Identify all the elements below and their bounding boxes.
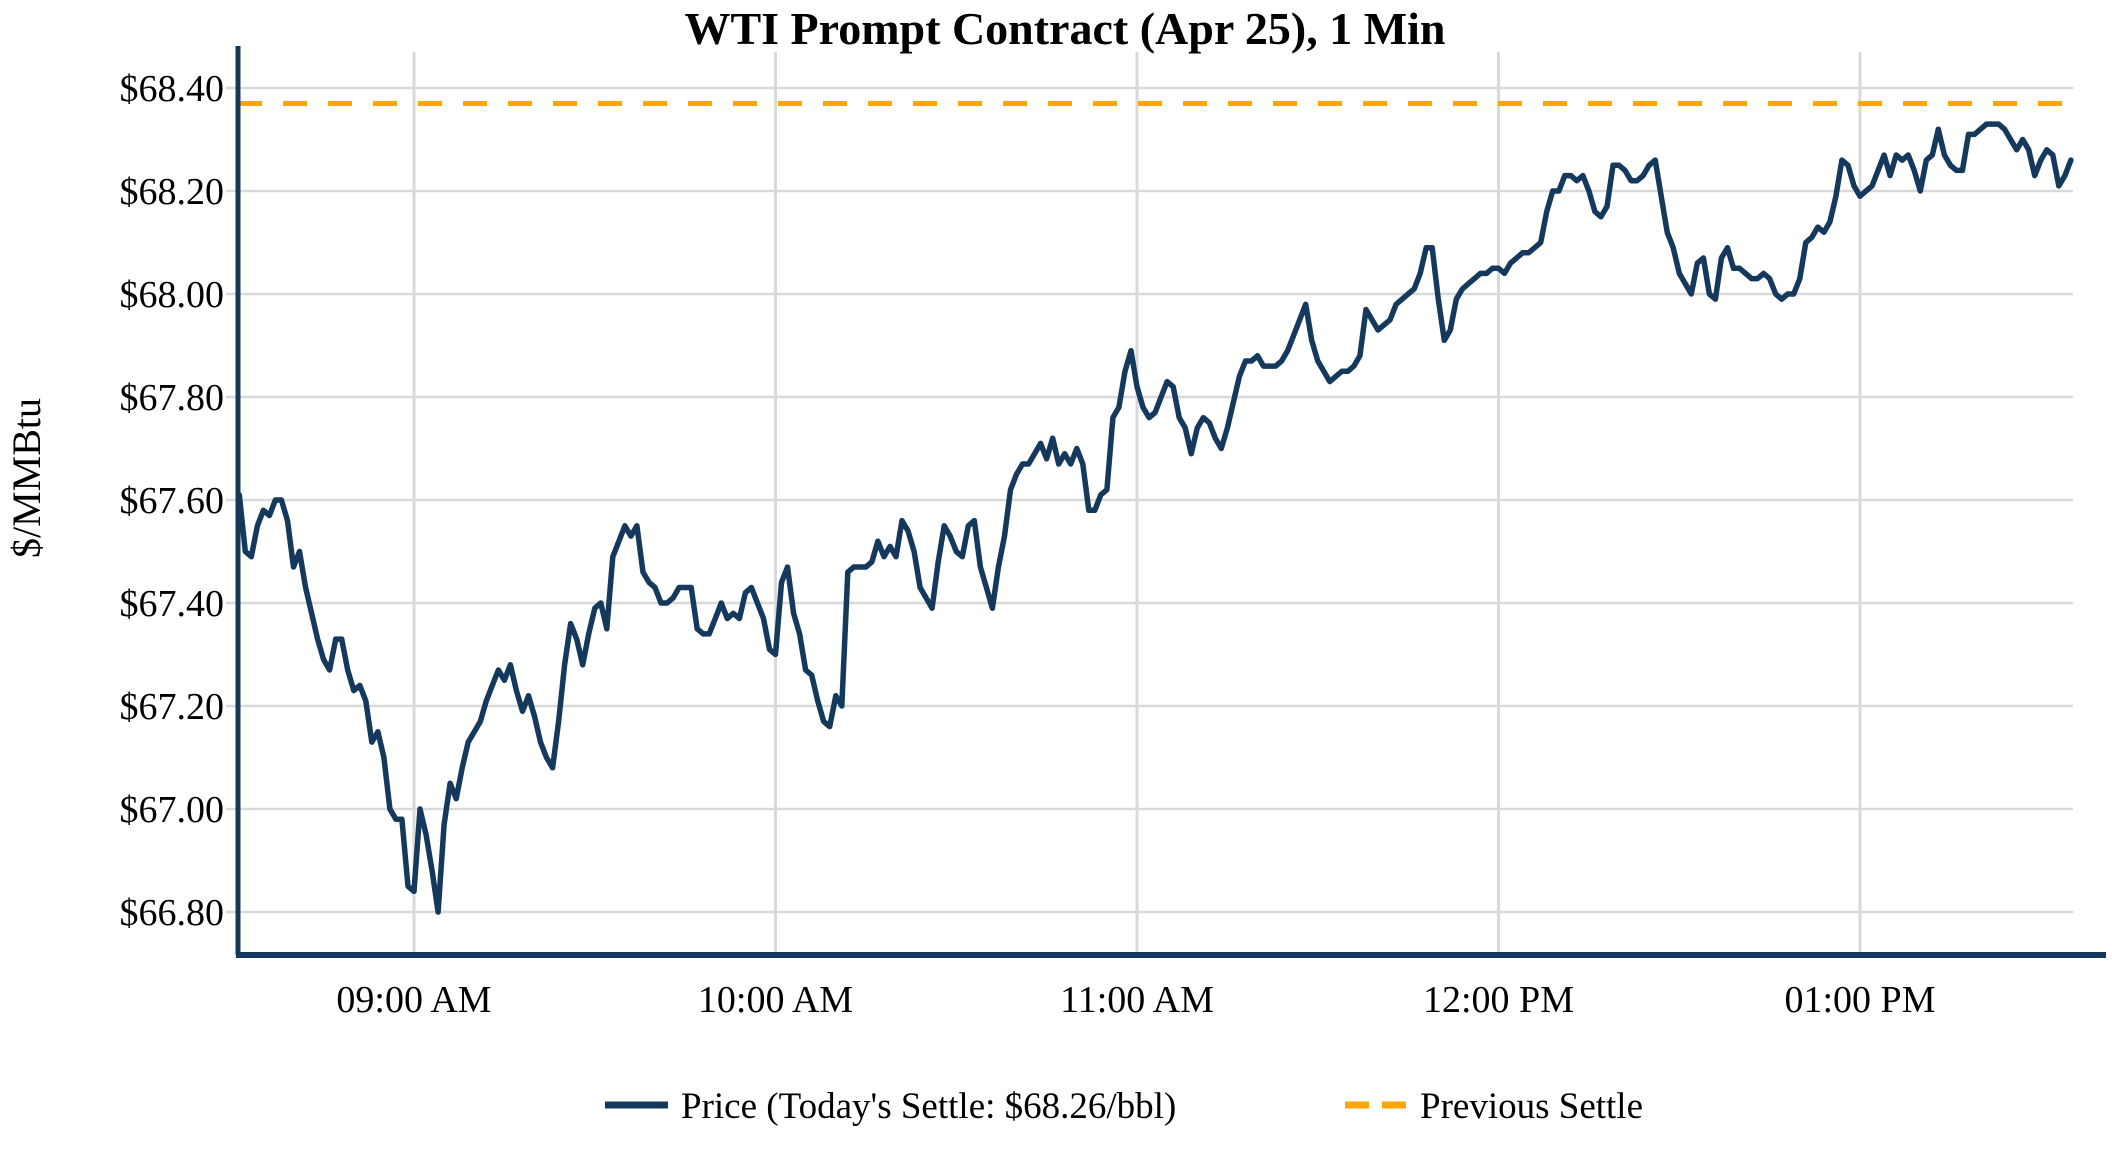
chart-title: WTI Prompt Contract (Apr 25), 1 Min bbox=[684, 3, 1445, 54]
y-tick-label: $68.40 bbox=[120, 68, 225, 110]
legend-previous-settle-label: Previous Settle bbox=[1420, 1086, 1643, 1127]
y-tick-label: $66.80 bbox=[120, 892, 225, 934]
y-tick-label: $67.20 bbox=[120, 686, 225, 728]
x-tick-label: 01:00 PM bbox=[1785, 979, 1936, 1021]
legend-price-label: Price (Today's Settle: $68.26/bbl) bbox=[681, 1086, 1176, 1127]
x-tick-label: 11:00 AM bbox=[1060, 979, 1214, 1021]
legend: Price (Today's Settle: $68.26/bbl) Previ… bbox=[605, 1086, 1643, 1127]
tick-label-layer: $66.80 $67.00 $67.20 $67.40 $67.60 $67.80 $68.… bbox=[120, 68, 1936, 1021]
y-tick-label: $67.60 bbox=[120, 480, 225, 522]
y-tick-label: $67.00 bbox=[120, 789, 225, 831]
x-tick-label: 12:00 PM bbox=[1423, 979, 1574, 1021]
y-tick-label: $68.20 bbox=[120, 171, 225, 213]
price-line bbox=[236, 121, 2074, 915]
axis-layer bbox=[235, 46, 2106, 958]
y-tick-label: $68.00 bbox=[120, 274, 225, 316]
y-tick-label: $67.80 bbox=[120, 377, 225, 419]
x-tick-label: 10:00 AM bbox=[698, 979, 853, 1021]
y-tick-label: $67.40 bbox=[120, 583, 225, 625]
x-tick-label: 09:00 AM bbox=[336, 979, 491, 1021]
y-axis-label: $/MMBtu bbox=[4, 398, 49, 558]
grid-layer bbox=[226, 52, 2073, 955]
series-layer bbox=[236, 100, 2074, 915]
